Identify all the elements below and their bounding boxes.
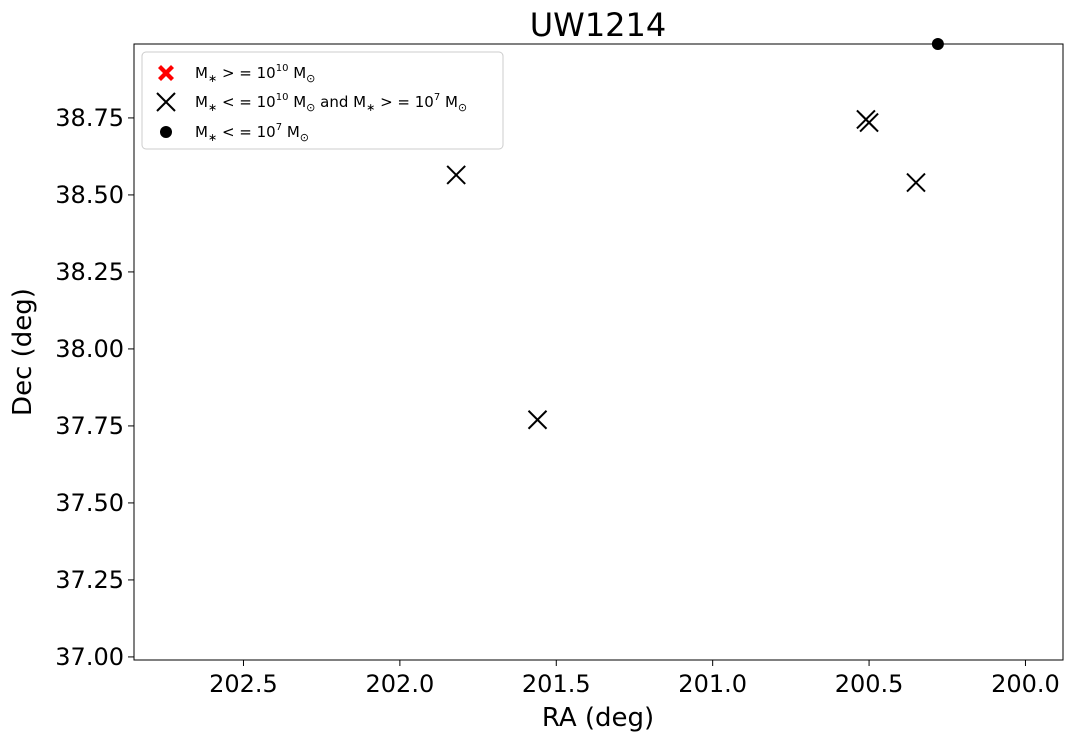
y-axis: 37.00 37.25 37.50 37.75 38.00 38.25 38.50 38.75 [55,104,134,671]
x-tick-label: 200.5 [835,670,904,698]
x-tick-label: 202.5 [209,670,278,698]
legend-marker-low-mass [160,126,172,138]
y-axis-label: Dec (deg) [8,288,38,416]
chart-title: UW1214 [530,6,667,44]
plot-points [446,38,944,430]
y-tick-label: 37.25 [55,566,124,594]
legend-label-mid-mass: M∗ < = 1010 M⊙ and M∗ > = 107 M⊙ [195,92,467,114]
y-tick-label: 38.25 [55,258,124,286]
legend-box [141,51,504,150]
y-tick-label: 38.00 [55,335,124,363]
legend-marker-high-mass [158,65,174,81]
legend: M∗ > = 1010 M⊙ M∗ < = 1010 M⊙ and M∗ > =… [141,51,504,150]
legend-marker-mid-mass [156,92,176,112]
x-axis: 202.5 202.0 201.5 201.0 200.5 200.0 [209,660,1060,698]
y-tick-label: 38.50 [55,181,124,209]
x-tick-label: 201.5 [522,670,591,698]
data-point-x [906,172,926,193]
data-point-x [527,410,548,430]
data-point-x [859,112,879,133]
x-tick-label: 200.0 [991,670,1060,698]
data-point-x [446,165,466,185]
x-tick-label: 202.0 [366,670,435,698]
y-tick-label: 37.00 [55,643,124,671]
y-tick-label: 38.75 [55,104,124,132]
x-tick-label: 201.0 [678,670,747,698]
plot-area-frame [133,43,1064,661]
y-tick-label: 37.75 [55,412,124,440]
y-tick-label: 37.50 [55,489,124,517]
x-axis-label: RA (deg) [542,703,654,733]
